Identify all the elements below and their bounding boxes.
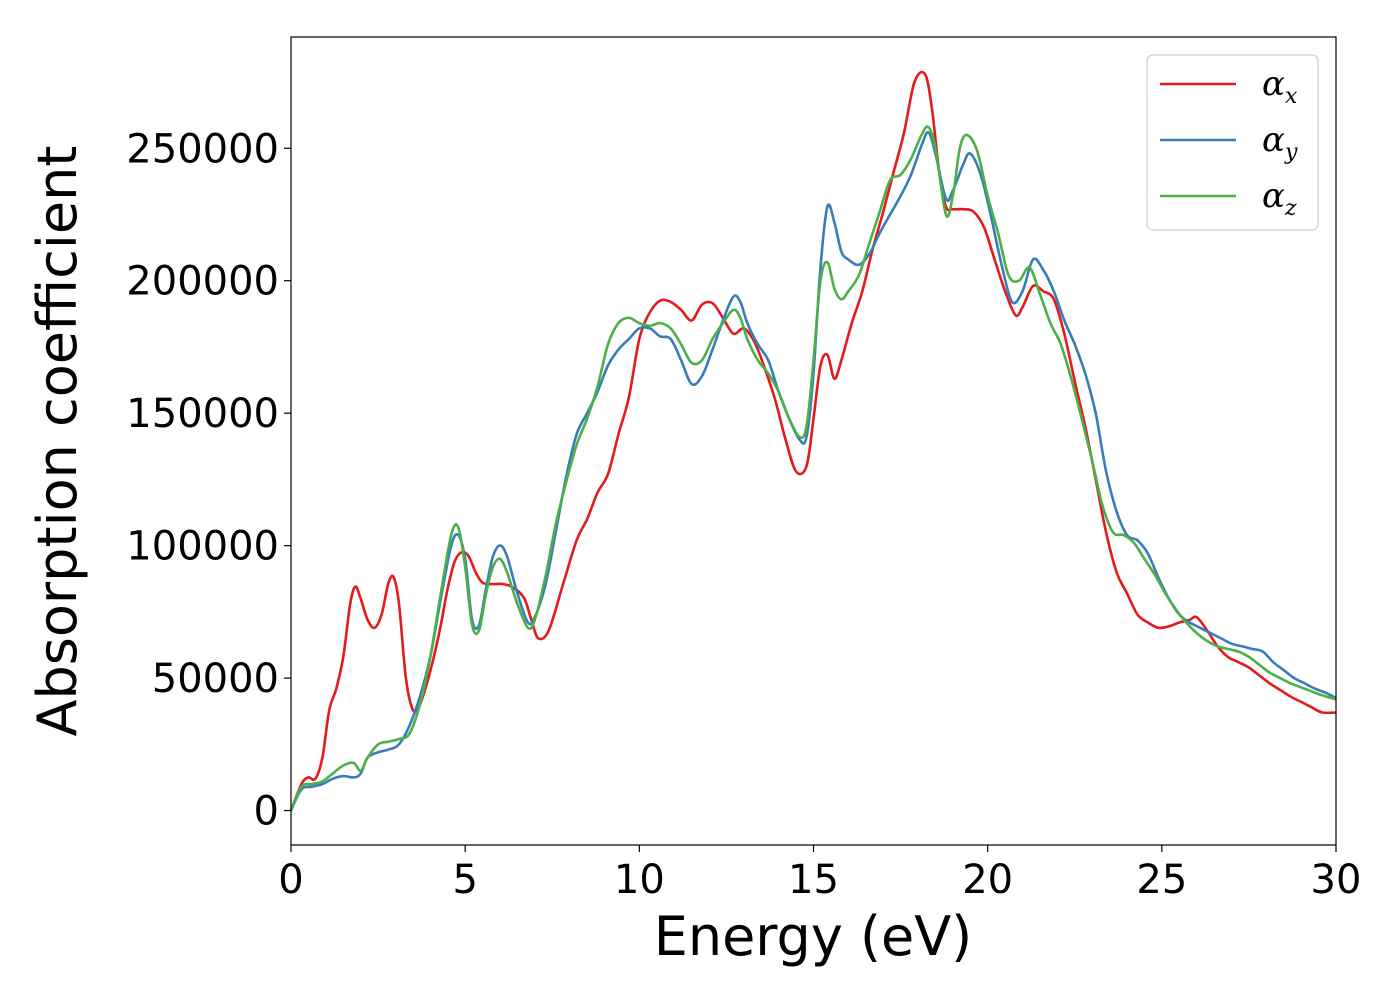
x-tick-label: 5 xyxy=(452,857,477,903)
y-axis-title: Absorption coefficient xyxy=(26,146,89,737)
y-tick-label: 150000 xyxy=(126,391,279,437)
y-tick-label: 0 xyxy=(254,789,279,835)
x-tick-label: 10 xyxy=(614,857,665,903)
y-axis: 0 50000 100000 150000 200000 250000 xyxy=(126,126,291,835)
legend-label-z: αz xyxy=(1262,176,1297,221)
legend-box xyxy=(1146,54,1319,231)
x-tick-label: 0 xyxy=(278,857,303,903)
x-axis: 0 5 10 15 20 25 30 xyxy=(278,845,1361,903)
y-tick-label: 250000 xyxy=(126,126,279,172)
y-tick-label: 100000 xyxy=(126,524,279,570)
series-line-z xyxy=(289,125,1337,812)
legend: αx αy αz xyxy=(1146,54,1319,231)
series-layer xyxy=(289,70,1337,812)
legend-label-y: αy xyxy=(1262,120,1298,165)
y-tick-label: 50000 xyxy=(152,656,279,702)
x-tick-label: 30 xyxy=(1311,857,1362,903)
x-tick-label: 15 xyxy=(788,857,839,903)
x-axis-title: Energy (eV) xyxy=(654,905,973,968)
legend-label-x: αx xyxy=(1262,64,1298,109)
y-tick-label: 200000 xyxy=(126,259,279,305)
x-tick-label: 20 xyxy=(962,857,1013,903)
x-tick-label: 25 xyxy=(1136,857,1187,903)
